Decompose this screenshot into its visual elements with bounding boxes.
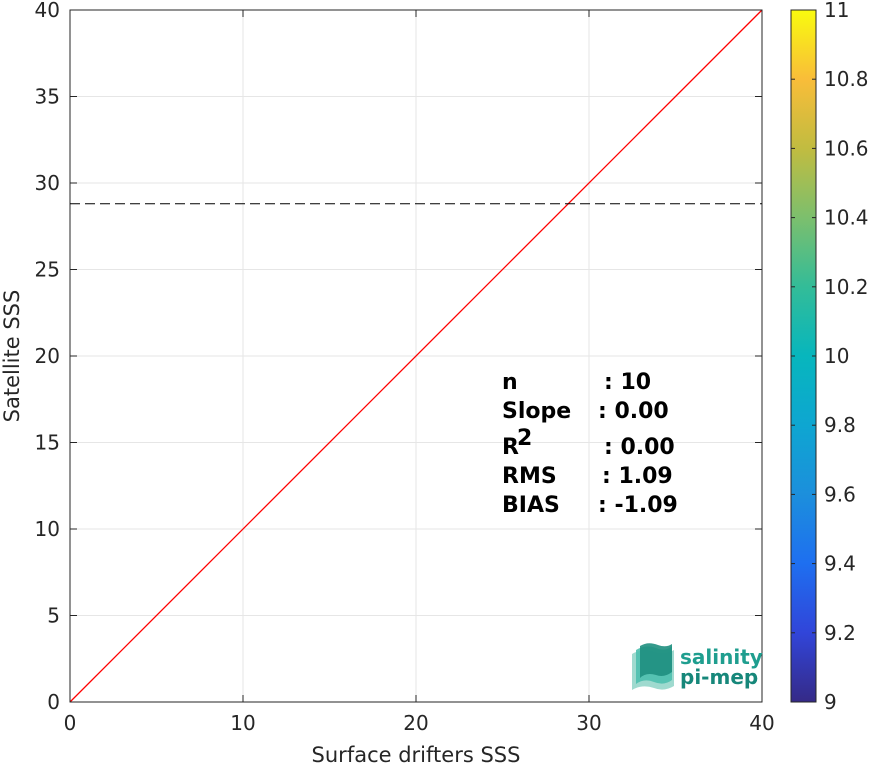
x-tick-label: 20	[403, 711, 428, 735]
chart-lines	[69, 9, 763, 703]
y-tick-label: 25	[35, 258, 60, 282]
colorbar-tick-label: 9.8	[824, 413, 856, 437]
logo-line-2: pi-mep	[680, 665, 758, 689]
colorbar-tick-label: 10	[824, 344, 849, 368]
stat-label: RMS	[502, 464, 557, 489]
colorbar-tick-label: 9.6	[824, 482, 856, 506]
stat-value: : 0.00	[604, 435, 675, 460]
colorbar-tick-label: 10.2	[824, 275, 869, 299]
y-tick-label: 15	[35, 431, 60, 455]
logo-line-1: salinity	[680, 645, 763, 669]
stat-label: R	[502, 435, 519, 460]
waves-icon	[632, 643, 674, 690]
stat-label: n	[502, 370, 518, 395]
y-tick-label: 35	[35, 85, 60, 109]
y-axis-label: Satellite SSS	[0, 290, 24, 423]
stat-label: BIAS	[502, 493, 560, 518]
colorbar-tick-label: 9	[824, 690, 837, 714]
stat-label: Slope	[502, 399, 571, 424]
x-axis-label: Surface drifters SSS	[312, 743, 521, 764]
stat-value: : -1.09	[598, 493, 678, 518]
y-tick-label: 20	[35, 344, 60, 368]
x-tick-label: 0	[64, 711, 77, 735]
y-tick-label: 40	[35, 0, 60, 22]
y-axis-ticks: 0 5 10 15 20 25 30 35 40	[35, 0, 762, 714]
colorbar-tick-label: 11	[824, 0, 849, 22]
y-tick-label: 5	[47, 604, 60, 628]
colorbar-tick-label: 10.6	[824, 136, 869, 160]
colorbar-tick-label: 10.4	[824, 206, 869, 230]
colorbar-tick-label: 9.2	[824, 621, 856, 645]
x-tick-label: 40	[749, 711, 774, 735]
x-axis-ticks: 0 10 20 30 40	[64, 10, 775, 735]
x-tick-label: 10	[230, 711, 255, 735]
stat-value: : 10	[604, 370, 651, 395]
stat-label-superscript: 2	[517, 426, 532, 451]
x-tick-label: 30	[576, 711, 601, 735]
colorbar: 9 9.2 9.4 9.6 9.8 10 10.2 10.4 10.6 10.8 11	[790, 0, 869, 714]
colorbar-tick-label: 9.4	[824, 552, 856, 576]
stat-value: : 0.00	[598, 399, 669, 424]
colorbar-tick-label: 10.8	[824, 67, 869, 91]
one-to-one-line	[69, 9, 763, 703]
y-tick-label: 0	[47, 690, 60, 714]
colorbar-gradient	[790, 9, 817, 703]
stat-value: : 1.09	[602, 464, 673, 489]
stats-box: n : 10 Slope : 0.00 R2 : 0.00 RMS : 1.09 BIAS : -…	[502, 370, 678, 518]
y-tick-label: 30	[35, 171, 60, 195]
salinity-pi-mep-logo: salinity pi-mep	[632, 643, 763, 690]
y-tick-label: 10	[35, 517, 60, 541]
